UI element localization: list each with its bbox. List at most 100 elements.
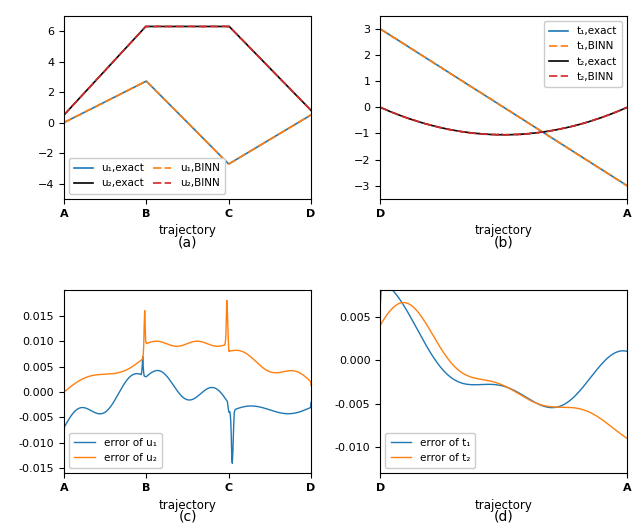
Line: t₂,exact: t₂,exact [380,107,627,135]
t₂,exact [391,110,399,117]
X-axis label: trajectory: trajectory [475,224,532,237]
error of t₁ [605,354,612,360]
u₂,exact [61,111,68,117]
X-axis label: trajectory: trajectory [159,499,216,512]
X-axis label: trajectory: trajectory [159,224,216,237]
error of t₁ [378,279,385,285]
error of u₁ [179,394,187,401]
u₂,exact [307,107,315,114]
t₂,exact [376,104,384,110]
t₁,exact [391,35,399,42]
error of u₁ [302,406,310,412]
u₂,BINN [211,23,219,29]
t₁,exact [611,175,619,181]
t₂,BINN [422,121,430,127]
Text: (c): (c) [179,510,196,524]
error of u₂ [194,338,202,345]
Line: u₁,exact: u₁,exact [64,82,311,164]
Text: (b): (b) [494,236,513,249]
error of t₁ [387,286,395,292]
Line: error of t₁: error of t₁ [380,282,627,408]
u₁,BINN [143,78,150,84]
u₁,exact [270,134,278,140]
u₂,exact [142,23,150,29]
t₁,exact [387,32,394,38]
error of u₁ [178,393,186,399]
t₂,exact [387,108,394,115]
Line: u₂,exact: u₂,exact [64,26,311,115]
error of u₁ [139,353,147,360]
Legend: u₁,exact, u₂,exact, u₁,BINN, u₂,BINN: u₁,exact, u₂,exact, u₁,BINN, u₂,BINN [69,158,225,194]
u₁,exact [212,148,220,155]
Legend: error of t₁, error of t₂: error of t₁, error of t₂ [385,432,476,468]
u₂,exact [60,112,68,118]
error of t₁ [623,348,631,355]
t₂,exact [442,126,450,132]
error of t₁ [444,371,451,378]
error of u₂ [207,342,215,348]
error of t₂ [424,322,431,329]
u₂,BINN [269,68,277,75]
t₁,BINN [391,35,399,42]
t₁,BINN [387,32,394,38]
u₁,BINN [60,119,68,126]
error of t₁ [392,291,400,298]
error of u₂ [307,382,315,388]
t₂,BINN [391,110,399,116]
error of u₁ [195,393,202,399]
Text: (a): (a) [178,236,197,249]
u₁,exact [225,160,232,167]
Line: u₂,BINN: u₂,BINN [64,26,311,115]
u₁,BINN [270,134,278,140]
t₁,exact [623,183,631,189]
t₁,BINN [422,55,430,61]
u₂,BINN [307,107,315,114]
t₁,BINN [442,67,450,74]
u₂,BINN [207,23,215,29]
error of t₁ [424,345,431,351]
error of u₂ [179,342,187,348]
t₁,BINN [623,183,631,189]
u₂,exact [207,23,215,29]
t₁,exact [602,169,610,176]
u₁,BINN [225,160,233,167]
Text: (d): (d) [494,510,513,524]
Line: t₁,BINN: t₁,BINN [380,29,627,186]
t₁,exact [376,26,384,32]
error of u₁ [307,399,315,406]
u₁,BINN [212,148,220,154]
error of t₂ [444,355,451,361]
u₂,BINN [220,23,228,29]
error of t₂ [376,322,384,328]
t₂,BINN [497,132,504,138]
error of u₂ [60,389,68,395]
error of t₂ [391,303,399,309]
Line: u₁,BINN: u₁,BINN [64,81,311,164]
error of t₂ [400,299,408,306]
error of t₁ [549,404,557,411]
t₂,BINN [623,104,631,110]
error of u₂ [263,367,271,373]
u₁,exact [307,112,315,118]
t₂,BINN [612,109,620,115]
u₁,BINN [207,143,215,149]
error of t₂ [612,427,620,433]
u₂,exact [269,68,277,75]
error of u₁ [60,412,68,419]
error of t₂ [604,420,611,427]
u₁,exact [61,119,68,125]
error of u₁ [228,460,236,467]
Line: t₁,exact: t₁,exact [380,29,627,186]
t₂,exact [612,109,620,115]
t₁,BINN [376,26,384,32]
t₂,exact [500,132,508,138]
t₂,BINN [442,126,450,132]
X-axis label: trajectory: trajectory [475,499,532,512]
u₂,BINN [285,84,292,90]
u₁,BINN [307,112,315,118]
error of u₂ [301,374,309,380]
t₁,BINN [611,175,619,181]
u₂,exact [285,84,292,90]
u₂,exact [212,23,220,29]
Line: error of u₂: error of u₂ [64,300,311,392]
